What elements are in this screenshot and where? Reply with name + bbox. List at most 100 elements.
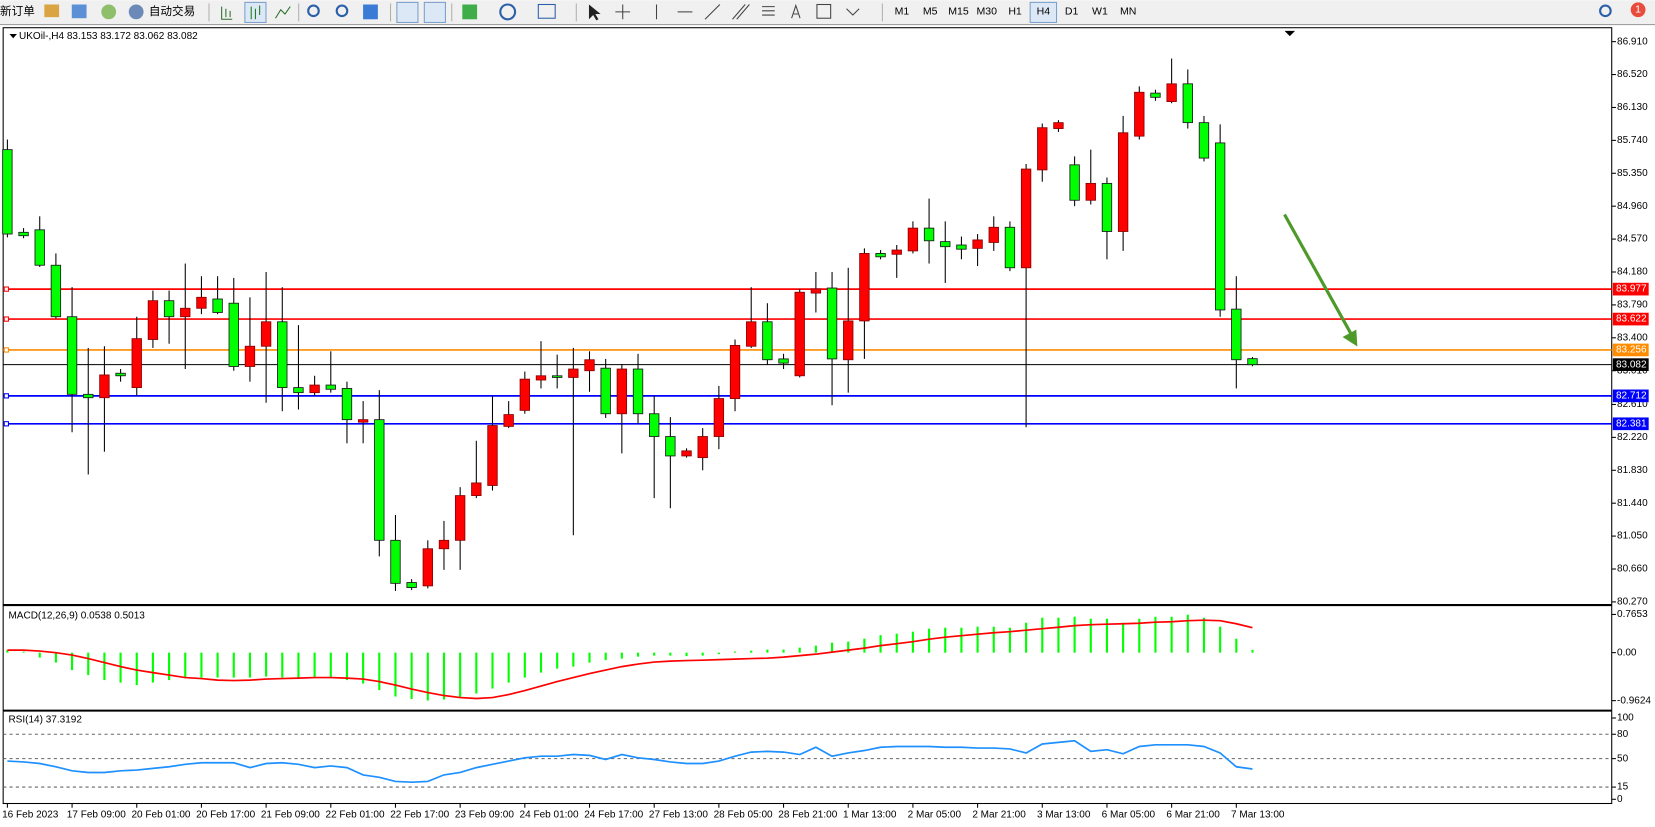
notification-badge[interactable]: [1630, 2, 1646, 18]
chart-shift-button[interactable]: [423, 1, 446, 23]
y-tick-label: 0.00: [1617, 647, 1637, 658]
level-handle: [3, 316, 9, 322]
templates-button[interactable]: [537, 3, 556, 19]
candle-body: [1231, 308, 1242, 361]
y-tick-label: 100: [1617, 713, 1634, 724]
candle-body: [374, 419, 385, 541]
panel-title: MACD(12,26,9) 0.0538 0.5013: [8, 610, 145, 621]
candle-body: [972, 239, 983, 249]
candle-body: [1150, 92, 1161, 98]
cursor-button[interactable]: [588, 4, 601, 21]
auto-trading-icon[interactable]: [128, 4, 144, 20]
timeframe-button[interactable]: D1: [1065, 6, 1079, 18]
candle-body: [99, 374, 110, 399]
x-tick-label: 6 Mar 21:00: [1166, 810, 1220, 821]
chart-title: UKOil-,H4 83.153 83.172 83.062 83.082: [19, 31, 198, 42]
level-label-bg: [1612, 312, 1649, 326]
series-line: [7, 739, 1253, 784]
candle-body: [228, 302, 239, 367]
level-label-bg: [1612, 389, 1649, 403]
icon[interactable]: [101, 4, 117, 20]
candle-body: [875, 253, 886, 258]
x-tick-label: 2 Mar 05:00: [908, 810, 962, 821]
candle-body: [907, 227, 919, 252]
candle-body: [422, 548, 433, 587]
label-button[interactable]: [816, 3, 832, 19]
plot-frame: [2, 27, 1613, 805]
channel-button[interactable]: [732, 4, 750, 20]
timeframe-button[interactable]: M5: [923, 6, 938, 18]
timeframe-button[interactable]: H1: [1008, 6, 1022, 18]
y-tick-label: 83.400: [1617, 332, 1648, 343]
candle-body: [454, 495, 466, 541]
x-tick-label: 20 Feb 17:00: [196, 810, 255, 821]
candle-body: [551, 375, 563, 378]
y-tick-label: 80.660: [1617, 564, 1648, 575]
candle-body: [357, 419, 369, 423]
y-tick-label: 80.270: [1617, 597, 1648, 608]
timeframe-button[interactable]: MN: [1120, 6, 1136, 18]
indicators-button[interactable]: [462, 4, 478, 20]
timeframe-button[interactable]: W1: [1092, 6, 1108, 18]
zoom-out-button[interactable]: [335, 4, 349, 18]
y-tick-label: 80: [1617, 729, 1629, 740]
candle-body: [163, 300, 175, 318]
trendline-button[interactable]: [704, 4, 721, 20]
candle-body: [1198, 122, 1210, 159]
zoom-in-button[interactable]: [307, 4, 320, 18]
candle-body: [649, 413, 660, 437]
timeframe-button[interactable]: M1: [895, 6, 910, 18]
level-label: 82.381: [1616, 418, 1647, 429]
icon[interactable]: [44, 4, 60, 18]
auto-trading-button[interactable]: 自动交易: [149, 4, 195, 18]
line-chart-button[interactable]: [275, 6, 291, 19]
candle-body: [940, 241, 951, 248]
level-label: 82.712: [1616, 390, 1647, 401]
candle-body: [584, 359, 595, 372]
candle-body: [1101, 182, 1113, 232]
bar-chart-button[interactable]: [221, 6, 233, 20]
candle-body: [568, 368, 579, 378]
text-button[interactable]: [791, 3, 801, 19]
y-tick-label: 84.960: [1617, 201, 1648, 212]
icon[interactable]: [71, 4, 87, 19]
level-label: 83.082: [1616, 359, 1647, 370]
arrows-button[interactable]: [846, 8, 860, 16]
timeframe-button[interactable]: M30: [977, 6, 998, 18]
y-tick-label: 82.220: [1617, 432, 1648, 443]
tile-button[interactable]: [363, 4, 378, 20]
candle-body: [83, 393, 94, 399]
candle-body: [519, 378, 531, 411]
level-label: 83.256: [1616, 345, 1647, 356]
candle-body: [1166, 83, 1177, 102]
y-tick-label: 85.350: [1617, 168, 1648, 179]
new-order-button[interactable]: 新订单: [0, 4, 35, 18]
x-tick-label: 3 Mar 13:00: [1037, 810, 1091, 821]
x-tick-label: 17 Feb 09:00: [67, 810, 126, 821]
autoscroll-button[interactable]: [396, 1, 419, 23]
x-tick-label: 27 Feb 13:00: [649, 810, 708, 821]
candle-body: [325, 384, 336, 390]
y-tick-label: 0.7653: [1617, 609, 1648, 620]
x-tick-label: 23 Feb 09:00: [455, 810, 514, 821]
timeframe-button[interactable]: M15: [948, 6, 969, 18]
y-tick-label: 84.570: [1617, 234, 1648, 245]
x-tick-label: 22 Feb 01:00: [326, 810, 385, 821]
crosshair-button[interactable]: [615, 4, 631, 20]
level-label-bg: [1612, 282, 1649, 296]
timeframe-button[interactable]: H4: [1037, 6, 1051, 18]
search-button[interactable]: [1599, 4, 1612, 18]
y-tick-label: 82.610: [1617, 399, 1648, 410]
x-tick-label: 16 Feb 2023: [2, 810, 59, 821]
periods-button[interactable]: [499, 3, 517, 21]
level-label: 83.977: [1616, 284, 1647, 295]
candle-body: [956, 244, 967, 250]
candle-body: [923, 227, 935, 242]
candle-body: [1117, 132, 1129, 232]
candle-body: [438, 539, 450, 550]
fibo-button[interactable]: [762, 6, 775, 16]
candle-body: [535, 375, 547, 381]
candle-body: [826, 287, 838, 360]
y-tick-label: 81.440: [1617, 498, 1648, 509]
